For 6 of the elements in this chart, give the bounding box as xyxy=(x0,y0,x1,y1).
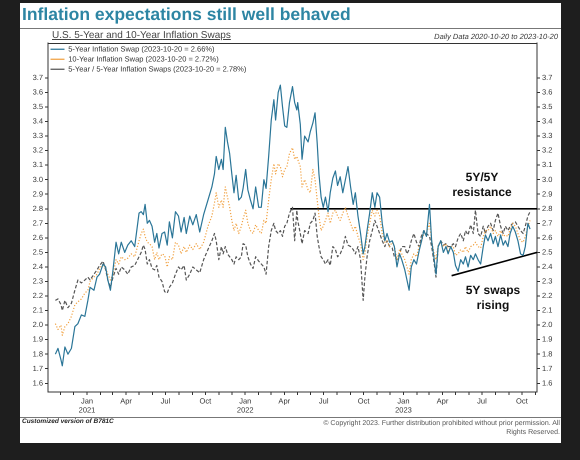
chart-subtitle: U.S. 5-Year and 10-Year Inflation Swaps xyxy=(52,30,231,42)
line-series xyxy=(54,206,531,312)
chart-title: Inflation expectations still well behaved xyxy=(22,4,351,25)
annotation: 5Y/5Y resistance xyxy=(451,170,513,200)
annotation: 5Y swaps rising xyxy=(464,283,522,313)
line-series xyxy=(54,147,531,336)
